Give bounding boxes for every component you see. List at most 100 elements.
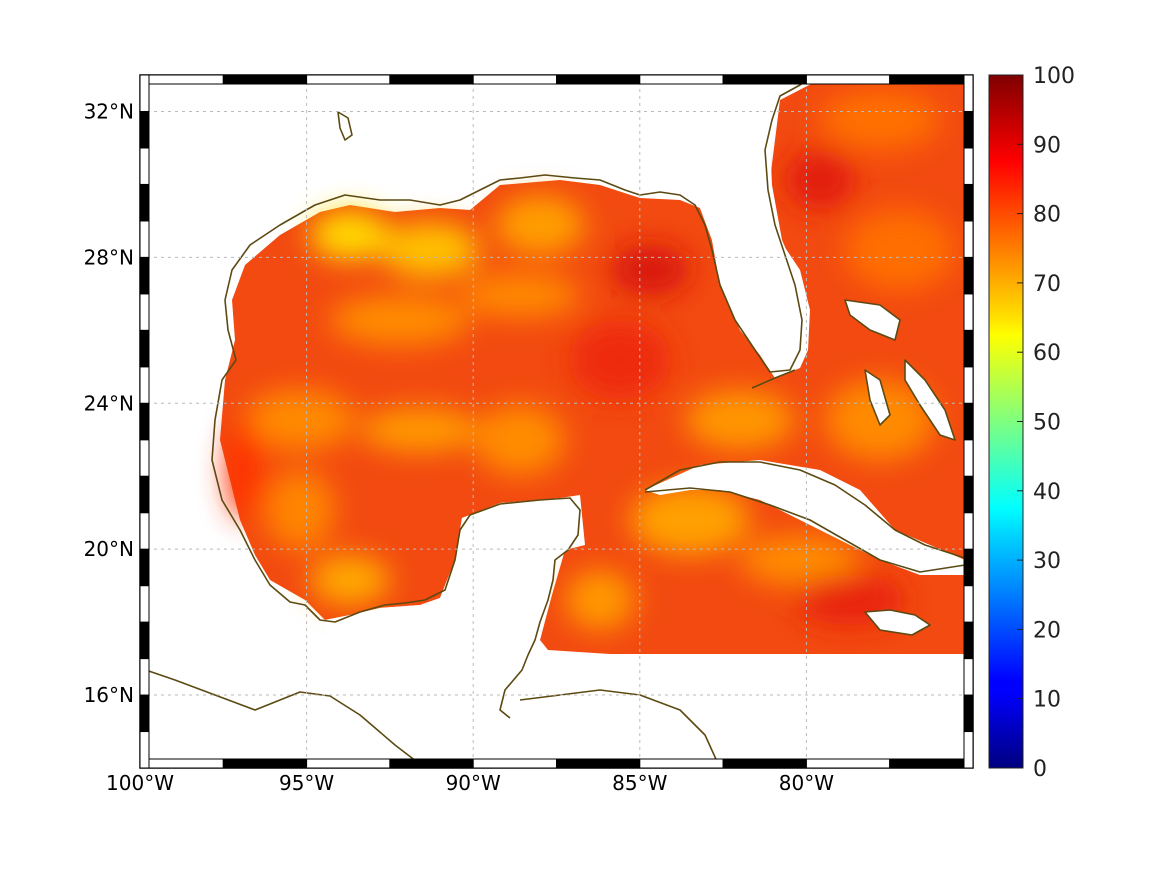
- frame-segment: [139, 731, 150, 769]
- colorbar-tick-label: 70: [1033, 272, 1061, 297]
- colorbar-tick-label: 100: [1033, 64, 1075, 89]
- frame-segment: [722, 758, 807, 769]
- lon-tick-label: 80°W: [779, 771, 834, 795]
- frame-segment: [639, 758, 724, 769]
- frame-segment: [963, 694, 974, 733]
- map-frame: [139, 74, 974, 769]
- field-blob: [460, 273, 580, 317]
- frame-segment: [963, 366, 974, 404]
- lat-tick-label: 32°N: [84, 99, 134, 123]
- frame-segment: [963, 585, 974, 623]
- inland-lake: [337, 111, 353, 141]
- frame-segment: [139, 147, 150, 185]
- frame-segment: [306, 74, 391, 85]
- lat-tick-label: 28°N: [84, 245, 134, 269]
- bahamas-land-2: [865, 370, 890, 425]
- lat-tick-label: 20°N: [84, 537, 134, 561]
- frame-segment: [722, 74, 807, 85]
- frame-segment: [472, 758, 558, 769]
- frame-segment: [139, 74, 224, 85]
- field-blob: [310, 555, 390, 605]
- frame-segment: [963, 548, 974, 587]
- field-blob: [630, 485, 750, 555]
- frame-segment: [139, 402, 150, 441]
- frame-segment: [556, 74, 641, 85]
- frame-segment: [139, 293, 150, 331]
- field-blob: [310, 210, 390, 260]
- colorbar-tick-label: 60: [1033, 341, 1061, 366]
- frame-segment: [805, 74, 891, 85]
- frame-segment: [963, 658, 974, 696]
- field-blob: [265, 470, 335, 550]
- frame-segment: [472, 74, 558, 85]
- south-white: [540, 654, 965, 768]
- colorbar-tick-label: 20: [1033, 618, 1061, 643]
- frame-segment: [139, 758, 224, 769]
- field-blob: [785, 150, 855, 210]
- field-blob: [565, 570, 635, 630]
- frame-segment: [963, 439, 974, 477]
- frame-segment: [222, 758, 308, 769]
- frame-segment: [139, 548, 150, 587]
- colorbar-tick-label: 90: [1033, 133, 1061, 158]
- field-blob: [610, 245, 690, 295]
- frame-segment: [139, 366, 150, 404]
- bahamas-coast-2: [864, 369, 891, 426]
- frame-segment: [805, 758, 891, 769]
- frame-segment: [139, 220, 150, 258]
- colorbar-tick-labels: 0 10 20 30 40 50 60 70 80 90 100: [1017, 64, 1075, 782]
- frame-segment: [139, 256, 150, 295]
- jamaica-land: [865, 610, 930, 635]
- frame-segment: [139, 475, 150, 514]
- colorbar-tick-label: 10: [1033, 688, 1061, 713]
- frame-segment: [139, 585, 150, 623]
- frame-segment: [963, 74, 974, 112]
- bahamas-coast-3: [904, 359, 956, 441]
- frame-segment: [139, 183, 150, 222]
- frame-segment: [139, 694, 150, 733]
- colorbar-tick-label: 50: [1033, 411, 1061, 436]
- yucatan-land: [140, 497, 582, 768]
- mexico-coast: [211, 299, 581, 719]
- frame-segment: [963, 256, 974, 295]
- frame-segment: [556, 758, 641, 769]
- central-america-coast: [140, 667, 426, 768]
- field-blob: [740, 535, 860, 585]
- frame-segment: [139, 74, 150, 112]
- field-blob: [570, 320, 670, 400]
- frame-segment: [889, 758, 974, 769]
- frame-segment: [139, 512, 150, 550]
- lon-tick-label: 100°W: [106, 771, 174, 795]
- frame-segment: [963, 621, 974, 660]
- colorbar-tick-label: 40: [1033, 480, 1061, 505]
- field-blob: [227, 420, 263, 520]
- colorbar-tick-label: 80: [1033, 203, 1061, 228]
- frame-segment: [963, 475, 974, 514]
- lon-tick-label: 90°W: [446, 771, 501, 795]
- frame-segment: [639, 74, 724, 85]
- field-blob: [475, 405, 565, 475]
- frame-segment: [963, 402, 974, 441]
- field-blob: [380, 222, 480, 278]
- frame-segment: [139, 329, 150, 368]
- frame-segment: [139, 621, 150, 660]
- florida-land: [700, 90, 806, 378]
- field-blob: [330, 295, 470, 345]
- frame-segment: [889, 74, 974, 85]
- field-blob: [245, 390, 355, 450]
- field-blob: [820, 90, 940, 150]
- frame-segment: [389, 758, 474, 769]
- frame-segment: [222, 74, 308, 85]
- data-field: [220, 82, 965, 690]
- bahamas-land-3: [905, 360, 955, 440]
- lon-tick-labels: 100°W 95°W 90°W 85°W 80°W: [106, 771, 834, 795]
- lat-tick-label: 16°N: [84, 683, 134, 707]
- colorbar-tick-label: 0: [1033, 757, 1047, 782]
- bahamas-coast-1: [844, 299, 901, 341]
- map-plot-area: [140, 75, 973, 768]
- lon-tick-label: 95°W: [279, 771, 334, 795]
- colorbar-tick-label: 30: [1033, 549, 1061, 574]
- field-blob: [845, 210, 955, 290]
- frame-segment: [963, 220, 974, 258]
